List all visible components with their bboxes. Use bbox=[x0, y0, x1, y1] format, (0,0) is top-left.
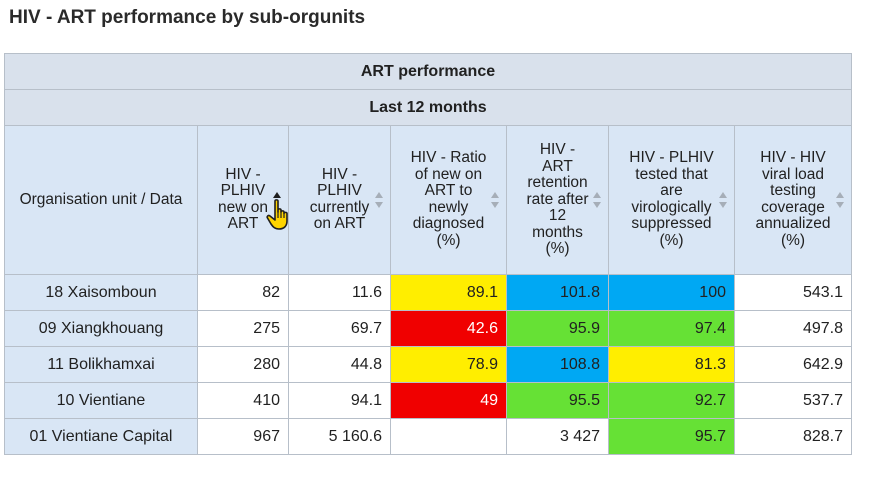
table-cell[interactable]: 5 160.6 bbox=[288, 418, 391, 455]
table-cell[interactable]: 42.6 bbox=[390, 310, 507, 347]
row-header-org-unit: 09 Xiangkhouang bbox=[4, 310, 198, 347]
table-cell[interactable]: 410 bbox=[197, 382, 289, 419]
table-header-period: Last 12 months bbox=[4, 89, 852, 126]
pivot-table-container: ART performance Last 12 months Organisat… bbox=[4, 53, 852, 455]
table-cell[interactable]: 100 bbox=[608, 274, 735, 311]
column-header-6[interactable]: HIV - HIV viral load testing coverage annual… bbox=[734, 125, 852, 275]
column-header-label: HIV - PLHIV new on ART bbox=[218, 165, 268, 233]
table-row: 10 Vientiane 410 94.1 49 95.5 92.7 537.7 bbox=[4, 382, 852, 419]
table-cell[interactable]: 101.8 bbox=[506, 274, 609, 311]
table-cell[interactable]: 44.8 bbox=[288, 346, 391, 383]
page-title: HIV - ART performance by sub-orgunits bbox=[9, 7, 366, 28]
table-cell[interactable]: 82 bbox=[197, 274, 289, 311]
column-header-4[interactable]: HIV - ART retention rate after 12 months (%) bbox=[506, 125, 609, 275]
column-header-label: HIV - HIV viral load testing coverage annual… bbox=[755, 149, 831, 249]
table-cell[interactable]: 828.7 bbox=[734, 418, 852, 455]
table-cell[interactable]: 108.8 bbox=[506, 346, 609, 383]
table-cell[interactable]: 92.7 bbox=[608, 382, 735, 419]
table-cell[interactable]: 81.3 bbox=[608, 346, 735, 383]
table-cell[interactable]: 95.7 bbox=[608, 418, 735, 455]
table-cell[interactable]: 89.1 bbox=[390, 274, 507, 311]
row-header-org-unit: 10 Vientiane bbox=[4, 382, 198, 419]
table-row: 01 Vientiane Capital 967 5 160.6 3 427 95.7 8… bbox=[4, 418, 852, 455]
table-cell[interactable]: 537.7 bbox=[734, 382, 852, 419]
table-cell[interactable] bbox=[390, 418, 507, 455]
row-header-org-unit: 11 Bolikhamxai bbox=[4, 346, 198, 383]
column-header-label: HIV - PLHIV currently on ART bbox=[309, 165, 370, 233]
table-cell[interactable]: 967 bbox=[197, 418, 289, 455]
table-cell[interactable]: 642.9 bbox=[734, 346, 852, 383]
table-cell[interactable]: 94.1 bbox=[288, 382, 391, 419]
column-header-label: HIV - Ratio of new on ART to newly diagnosed… bbox=[410, 149, 487, 249]
sort-icon[interactable] bbox=[375, 192, 384, 208]
corner-header: Organisation unit / Data bbox=[4, 125, 198, 275]
sort-icon[interactable] bbox=[491, 192, 500, 208]
column-header-1[interactable]: HIV - PLHIV new on ART bbox=[197, 125, 289, 275]
table-cell[interactable]: 275 bbox=[197, 310, 289, 347]
hand-pointer-icon bbox=[266, 199, 288, 230]
table-cell[interactable]: 3 427 bbox=[506, 418, 609, 455]
table-cell[interactable]: 497.8 bbox=[734, 310, 852, 347]
table-cell[interactable]: 11.6 bbox=[288, 274, 391, 311]
table-row: 09 Xiangkhouang 275 69.7 42.6 95.9 97.4 497.8 bbox=[4, 310, 852, 347]
sort-icon[interactable] bbox=[836, 192, 845, 208]
table-cell[interactable]: 78.9 bbox=[390, 346, 507, 383]
sort-icon[interactable] bbox=[719, 192, 728, 208]
column-header-3[interactable]: HIV - Ratio of new on ART to newly diagnosed… bbox=[390, 125, 507, 275]
pivot-table: ART performance Last 12 months Organisat… bbox=[4, 53, 852, 455]
column-header-label: HIV - ART retention rate after 12 months (%) bbox=[526, 141, 589, 257]
table-cell[interactable]: 543.1 bbox=[734, 274, 852, 311]
sort-icon[interactable] bbox=[593, 192, 602, 208]
row-header-org-unit: 01 Vientiane Capital bbox=[4, 418, 198, 455]
table-row: 11 Bolikhamxai 280 44.8 78.9 108.8 81.3 642.9 bbox=[4, 346, 852, 383]
sort-ascending-icon[interactable] bbox=[273, 192, 282, 208]
column-header-label: HIV - PLHIV tested that are virologically su… bbox=[629, 149, 714, 249]
column-header-5[interactable]: HIV - PLHIV tested that are virologically su… bbox=[608, 125, 735, 275]
row-header-org-unit: 18 Xaisomboun bbox=[4, 274, 198, 311]
table-row: 18 Xaisomboun 82 11.6 89.1 101.8 100 543.1 bbox=[4, 274, 852, 311]
table-cell[interactable]: 280 bbox=[197, 346, 289, 383]
table-cell[interactable]: 97.4 bbox=[608, 310, 735, 347]
table-cell[interactable]: 95.5 bbox=[506, 382, 609, 419]
column-header-2[interactable]: HIV - PLHIV currently on ART bbox=[288, 125, 391, 275]
table-cell[interactable]: 49 bbox=[390, 382, 507, 419]
table-header-art-performance: ART performance bbox=[4, 53, 852, 90]
table-cell[interactable]: 69.7 bbox=[288, 310, 391, 347]
table-cell[interactable]: 95.9 bbox=[506, 310, 609, 347]
